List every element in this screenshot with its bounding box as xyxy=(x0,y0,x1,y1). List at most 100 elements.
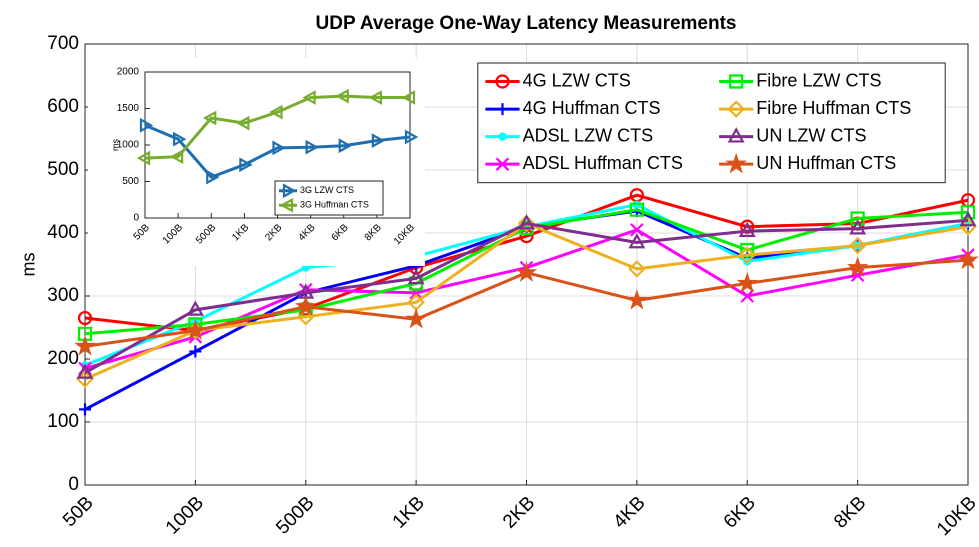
marker xyxy=(407,268,425,285)
marker xyxy=(736,272,759,293)
marker xyxy=(371,133,386,148)
marker xyxy=(302,90,316,105)
marker xyxy=(517,214,536,233)
marker xyxy=(848,236,867,255)
y-tick-label: 2000 xyxy=(117,67,140,78)
marker xyxy=(738,246,757,264)
marker xyxy=(77,310,93,326)
legend-marker xyxy=(496,103,509,116)
y-tick-label: 100 xyxy=(47,411,79,432)
marker xyxy=(202,110,217,126)
marker xyxy=(957,248,979,270)
y-tick-label: 500 xyxy=(47,159,79,180)
marker xyxy=(305,139,319,155)
marker xyxy=(628,232,646,249)
marker xyxy=(206,169,220,185)
y-tick-label: 1500 xyxy=(117,103,140,114)
y-tick-label: 200 xyxy=(47,348,79,369)
marker xyxy=(515,261,538,282)
marker xyxy=(76,363,94,379)
marker xyxy=(960,205,976,220)
y-tick-label: 300 xyxy=(47,285,79,306)
marker xyxy=(959,210,977,227)
axes-frame xyxy=(144,71,411,219)
legend-label: 3G Huffman CTS xyxy=(300,200,369,210)
marker xyxy=(368,90,382,105)
y-tick-label: 700 xyxy=(47,33,79,54)
marker xyxy=(169,149,184,165)
marker xyxy=(184,319,207,340)
y-axis-label: ms xyxy=(19,253,39,277)
legend-marker xyxy=(725,152,747,174)
y-tick-label: 400 xyxy=(47,222,79,243)
marker xyxy=(630,223,644,237)
legend-label: 4G LZW CTS xyxy=(523,70,631,90)
legend-marker xyxy=(279,197,294,213)
x-tick-label: 1KB xyxy=(389,492,429,532)
marker xyxy=(404,129,419,145)
marker xyxy=(173,131,187,147)
marker xyxy=(74,335,96,356)
legend-marker xyxy=(495,157,510,171)
marker xyxy=(139,117,154,133)
marker xyxy=(628,260,646,278)
x-tick-label: 6KB xyxy=(720,492,760,532)
legend-marker xyxy=(727,127,745,143)
marker xyxy=(849,219,867,235)
chart-title: UDP Average One-Way Latency Measurements xyxy=(316,13,737,34)
y-tick-label: 0 xyxy=(68,474,79,495)
legend-label: 3G LZW CTS xyxy=(300,185,354,195)
y-tick-label: 0 xyxy=(133,213,139,224)
marker xyxy=(239,157,253,173)
legend-marker xyxy=(282,183,297,199)
marker xyxy=(626,289,648,310)
legend-label: Fibre LZW CTS xyxy=(756,70,881,90)
x-tick-label: 100B xyxy=(162,492,208,538)
legend-marker xyxy=(727,100,745,118)
y-tick-label: 1000 xyxy=(117,140,140,151)
marker xyxy=(740,289,755,303)
marker xyxy=(518,214,535,230)
legend-label: UN LZW CTS xyxy=(756,125,866,145)
marker xyxy=(738,221,756,238)
marker xyxy=(236,115,250,131)
marker xyxy=(850,211,865,226)
series-line xyxy=(144,123,411,179)
y-tick-label: 600 xyxy=(47,96,79,117)
legend-marker xyxy=(729,74,744,89)
series-line xyxy=(84,218,969,375)
legend-marker xyxy=(498,132,507,141)
legend: 4G LZW CTS 4G Huffman CTS ADSL LZW CTS ADSL… xyxy=(477,62,946,184)
marker xyxy=(189,345,202,358)
marker xyxy=(79,403,91,416)
marker xyxy=(335,88,349,104)
x-tick-label: 2KB xyxy=(499,492,539,532)
marker xyxy=(740,219,755,234)
marker xyxy=(846,256,869,277)
legend-label: ADSL Huffman CTS xyxy=(523,153,683,173)
marker xyxy=(269,104,283,120)
legend: 3G LZW CTS 3G Huffman CTS xyxy=(274,180,384,216)
x-tick-label: 8KB xyxy=(830,492,870,532)
marker xyxy=(77,326,93,341)
legend-marker xyxy=(495,74,510,89)
x-tick-label: 50B xyxy=(59,492,98,531)
marker xyxy=(186,300,204,316)
x-tick-label: 4KB xyxy=(609,492,649,532)
legend-label: Fibre Huffman CTS xyxy=(756,98,911,118)
legend-label: ADSL LZW CTS xyxy=(523,125,654,145)
marker xyxy=(629,202,644,217)
marker xyxy=(294,295,317,316)
legend-box xyxy=(477,62,946,184)
y-tick-label: 500 xyxy=(122,176,139,187)
marker xyxy=(401,90,416,105)
marker xyxy=(338,138,353,154)
axes-frame xyxy=(84,43,969,486)
marker xyxy=(136,150,151,166)
legend-label: 4G Huffman CTS xyxy=(523,98,661,118)
y-axis-label: ms xyxy=(110,139,120,151)
marker xyxy=(405,307,427,329)
marker xyxy=(272,140,286,156)
